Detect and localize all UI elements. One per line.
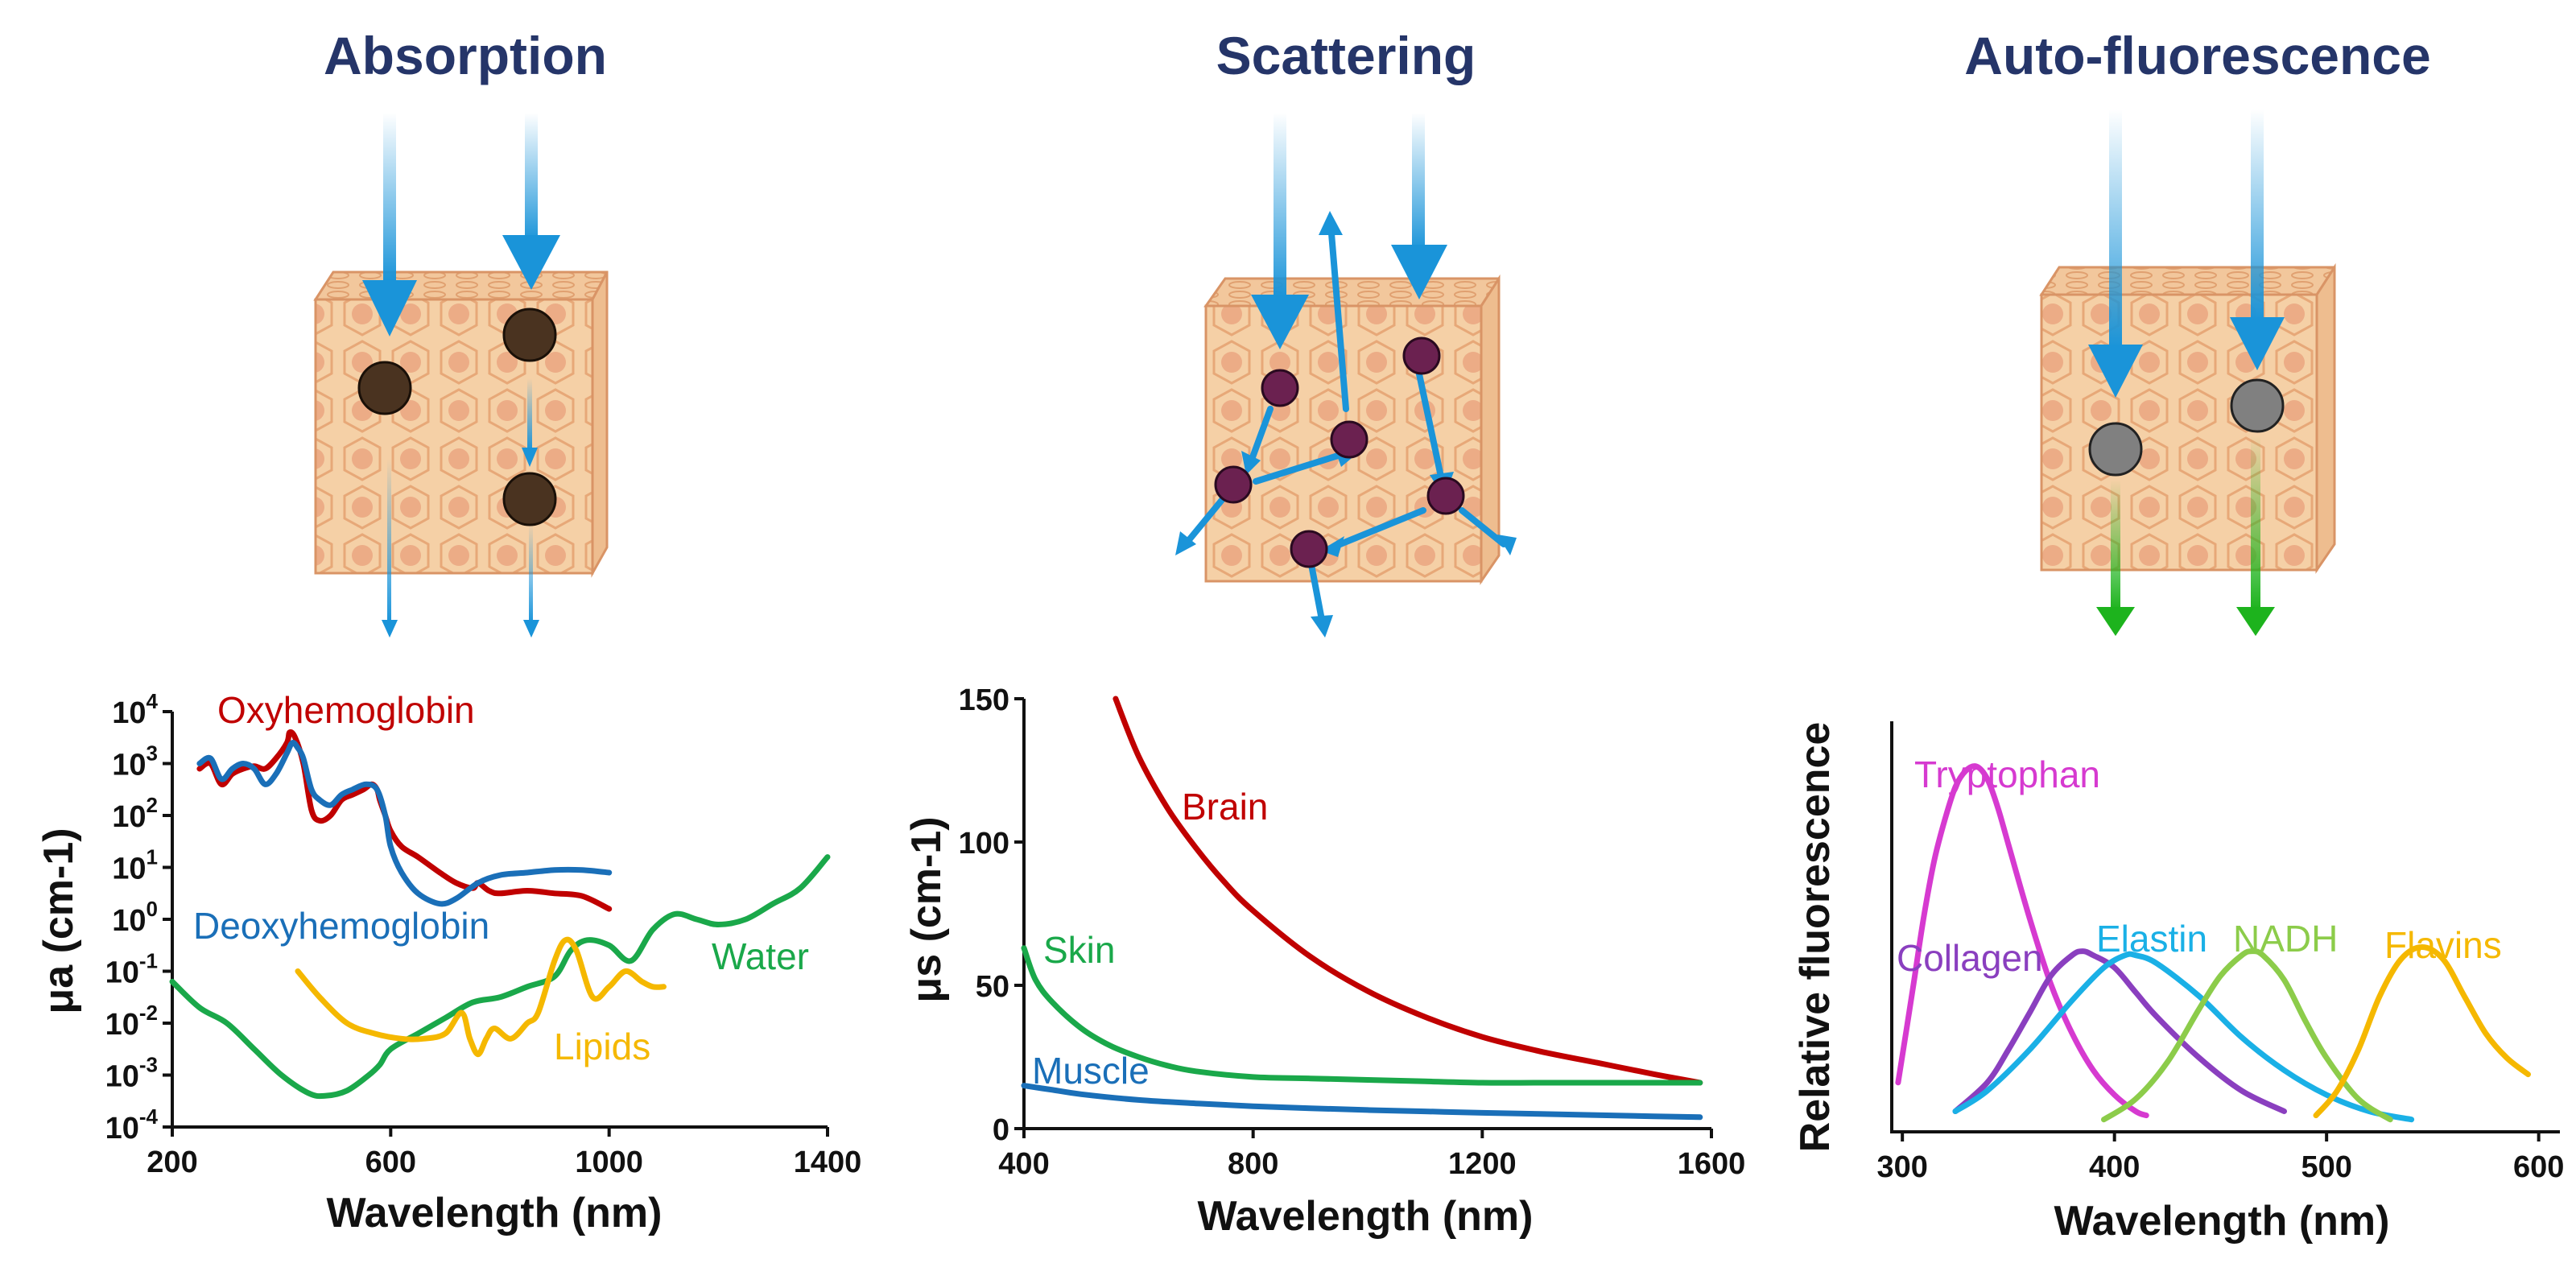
series-flavins-line	[2313, 944, 2531, 1119]
absorption-illustration	[313, 113, 609, 638]
y-tick-label: 101	[112, 845, 158, 886]
incident-arrow-left	[362, 113, 417, 336]
absorber-particle	[502, 308, 557, 362]
legend-label-tryptophan: Tryptophan	[1914, 753, 2100, 795]
y-tick-label: 103	[112, 741, 158, 782]
x-tick-label: 1600	[1678, 1147, 1746, 1181]
scatterer-particle	[1426, 477, 1465, 515]
legend-label-lipids: Lipids	[554, 1026, 650, 1067]
y-tick-label: 10-3	[105, 1053, 158, 1094]
legend-label-elastin: Elastin	[2096, 918, 2207, 960]
incident-arrow-right	[1391, 113, 1447, 299]
tissue-cube	[313, 270, 609, 578]
fluorescence-chart: 300 400 500 600 Wavelength (nm) Relative fl…	[1792, 721, 2564, 1245]
series-muscle-line	[1021, 1083, 1703, 1121]
x-axis-label: Wavelength (nm)	[1198, 1193, 1534, 1240]
scatterer-particle	[1214, 465, 1253, 504]
x-ticks: 200 600 1000 1400	[147, 1127, 861, 1179]
y-axis-label: μs (cm-1)	[903, 816, 950, 1002]
series-tryptophan-line	[1895, 763, 2149, 1119]
scatterer-particles	[1214, 336, 1465, 568]
transmitted-arrow-right	[523, 523, 539, 638]
series-lipids-line	[295, 936, 667, 1058]
x-tick-label: 800	[1228, 1147, 1278, 1181]
legend-label-water: Water	[712, 935, 809, 977]
fluorophore-particle	[2230, 378, 2285, 433]
incident-arrow-left	[1251, 113, 1309, 349]
x-tick-label: 1200	[1448, 1147, 1517, 1181]
panel-title-absorption: Absorption	[324, 26, 607, 85]
series-elastin-line	[1952, 951, 2415, 1123]
y-tick-label: 104	[112, 689, 158, 730]
incident-arrow-right	[502, 113, 560, 290]
y-tick-label: 100	[112, 897, 158, 938]
absorber-particle	[357, 361, 412, 415]
scattering-chart: 0 50 100 150 400 800 1200 1600 Wavelength (nm)…	[903, 683, 1745, 1240]
legend-label-flavins: Flavins	[2384, 924, 2502, 966]
absorption-chart: 104 103 102 101 100 10-1 10-2 10-3 10-4 200 600 10…	[35, 689, 861, 1236]
emission-arrow-left	[2096, 480, 2135, 636]
legend-label-brain: Brain	[1182, 786, 1268, 828]
y-tick-label: 0	[993, 1113, 1009, 1147]
series-skin-line	[1021, 945, 1703, 1086]
x-tick-label: 300	[1876, 1150, 1927, 1184]
legend-label-nadh: NADH	[2233, 918, 2338, 960]
y-ticks: 104 103 102 101 100 10-1 10-2 10-3 10-4	[105, 689, 172, 1146]
scatterer-particle	[1402, 336, 1441, 375]
series-lines	[1021, 696, 1703, 1121]
y-axis-label: μa (cm-1)	[35, 828, 82, 1013]
y-tick-label: 10-1	[105, 949, 158, 990]
panel-title-autofluorescence: Auto-fluorescence	[1964, 26, 2430, 85]
y-tick-label: 100	[959, 827, 1009, 861]
legend-label-skin: Skin	[1043, 929, 1115, 971]
x-tick-label: 1000	[575, 1146, 643, 1179]
y-tick-label: 150	[959, 683, 1009, 717]
x-tick-label: 400	[998, 1147, 1049, 1181]
scatterer-particle	[1330, 420, 1368, 459]
tissue-cube	[2039, 262, 2336, 574]
series-water-line	[169, 854, 831, 1100]
autofluorescence-illustration	[2039, 109, 2336, 636]
series-lines	[1895, 763, 2531, 1123]
absorber-particle	[502, 472, 557, 526]
emission-arrow-right	[2236, 435, 2275, 636]
x-ticks: 400 800 1200 1600	[998, 1129, 1745, 1181]
incident-arrow-left	[2088, 109, 2143, 398]
x-tick-label: 1400	[794, 1146, 862, 1179]
series-oxyhemoglobin-line	[196, 729, 613, 912]
inner-arrow	[522, 378, 538, 467]
x-tick-label: 600	[2513, 1150, 2564, 1184]
panel-title-scattering: Scattering	[1216, 26, 1476, 85]
y-tick-label: 10-2	[105, 1001, 158, 1042]
legend-label-collagen: Collagen	[1897, 937, 2043, 979]
x-tick-label: 200	[147, 1146, 197, 1179]
y-tick-label: 10-4	[105, 1104, 159, 1146]
series-nadh-line	[2101, 948, 2393, 1123]
scatterer-particle	[1290, 530, 1328, 568]
x-tick-label: 500	[2301, 1150, 2351, 1184]
x-axis-label: Wavelength (nm)	[327, 1190, 663, 1236]
series-deoxyhemoglobin-line	[196, 740, 613, 907]
x-tick-label: 600	[365, 1146, 416, 1179]
y-tick-label: 50	[976, 970, 1009, 1004]
scatterer-particle	[1261, 369, 1299, 407]
series-brain-line	[1113, 696, 1703, 1086]
scattering-illustration	[1175, 113, 1517, 638]
series-lines	[169, 729, 831, 1100]
fluorophore-particle	[2088, 422, 2143, 477]
x-ticks: 300 400 500 600	[1876, 1132, 2564, 1184]
legend-label-deoxyhemoglobin: Deoxyhemoglobin	[193, 905, 489, 947]
x-axis-label: Wavelength (nm)	[2054, 1198, 2390, 1245]
y-ticks: 0 50 100 150	[959, 683, 1024, 1147]
transmitted-arrow-left	[382, 459, 398, 638]
legend-label-oxyhemoglobin: Oxyhemoglobin	[217, 689, 475, 731]
incident-arrow-right	[2230, 109, 2285, 370]
x-tick-label: 400	[2089, 1150, 2140, 1184]
y-tick-label: 102	[112, 793, 158, 834]
y-axis-label: Relative fluorescence	[1792, 722, 1839, 1153]
legend-label-muscle: Muscle	[1032, 1050, 1150, 1092]
series-collagen-line	[1952, 948, 2287, 1114]
